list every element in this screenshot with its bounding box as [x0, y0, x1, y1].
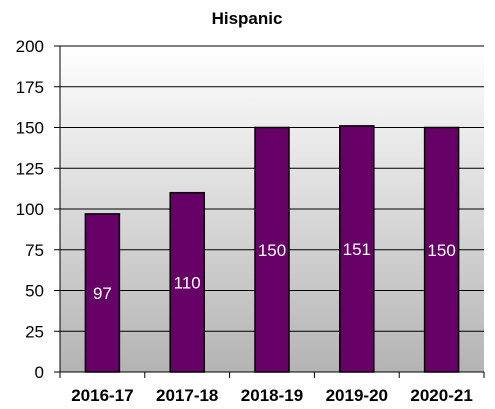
x-tick-label: 2017-18 — [156, 386, 218, 405]
data-label: 150 — [427, 241, 455, 260]
bars — [84, 125, 460, 373]
x-axis-ticks: 2016-17 2017-18 2018-19 2019-20 2020-21 — [71, 386, 473, 405]
data-label: 151 — [343, 240, 371, 259]
y-tick-label: 0 — [35, 363, 44, 382]
data-label: 150 — [258, 241, 286, 260]
bar-2019-20 — [339, 125, 375, 373]
y-axis-ticks: 0 25 50 75 100 125 150 175 200 — [16, 37, 60, 382]
x-tick-label: 2020-21 — [410, 386, 472, 405]
data-labels: 97 110 150 151 150 — [93, 240, 456, 303]
y-tick-label: 75 — [25, 241, 44, 260]
y-tick-label: 200 — [16, 37, 44, 56]
x-tick-label: 2016-17 — [71, 386, 133, 405]
y-tick-label: 50 — [25, 282, 44, 301]
chart-title: Hispanic — [212, 9, 283, 28]
bar-2020-21 — [423, 126, 460, 373]
data-label: 97 — [93, 284, 112, 303]
y-tick-label: 175 — [16, 78, 44, 97]
bar-2018-19 — [254, 126, 290, 373]
data-label: 110 — [174, 273, 201, 292]
y-tick-label: 125 — [16, 159, 44, 178]
y-tick-label: 150 — [16, 119, 44, 138]
bar-2017-18 — [169, 191, 205, 373]
y-tick-label: 100 — [16, 200, 44, 219]
bar-2016-17 — [84, 213, 121, 373]
x-tick-label: 2018-19 — [241, 386, 303, 405]
x-tick-label: 2019-20 — [326, 386, 388, 405]
y-tick-label: 25 — [25, 322, 44, 341]
